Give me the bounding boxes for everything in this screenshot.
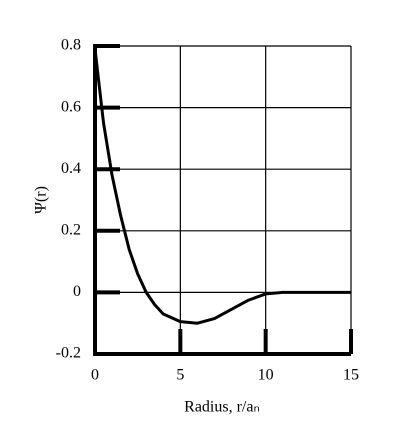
x-tick-label: 0: [91, 367, 99, 384]
x-tick-label: 15: [343, 367, 359, 384]
y-tick-label: 0.2: [61, 221, 81, 238]
x-axis-label: Radius, r/aₙ: [184, 399, 260, 416]
y-tick-label: 0.8: [61, 37, 81, 54]
x-tick-label: 10: [258, 367, 274, 384]
y-tick-label: -0.2: [56, 345, 81, 362]
data-line: [93, 48, 351, 325]
x-tick-label: 5: [176, 367, 184, 384]
y-tick-label: 0: [73, 283, 81, 300]
y-tick-label: 0.6: [61, 98, 81, 115]
y-axis-label: Ψ(r): [33, 186, 50, 214]
y-tick-label: 0.4: [61, 160, 81, 177]
